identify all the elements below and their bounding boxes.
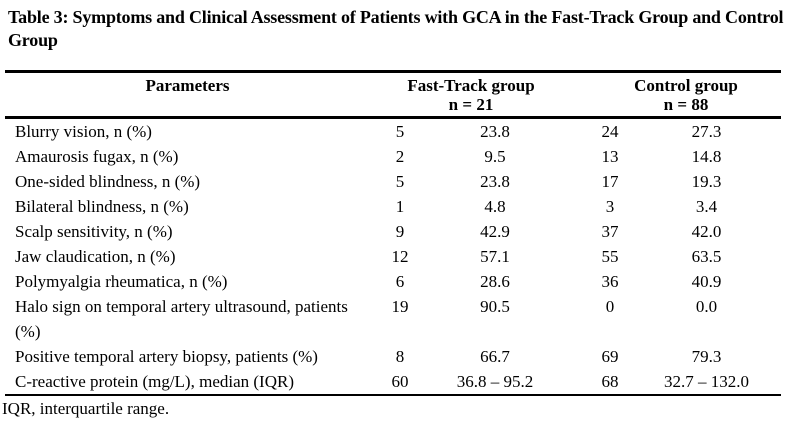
control-pct-value: 0.0 bbox=[695, 297, 718, 316]
control-n-value: 55 bbox=[601, 247, 619, 266]
fast-track-n-value: 60 bbox=[391, 372, 409, 391]
header-parameters: Parameters bbox=[5, 71, 370, 119]
control-n-value: 3 bbox=[605, 197, 615, 216]
fast-track-n-value: 8 bbox=[395, 347, 405, 366]
control-pct-value: 32.7 – 132.0 bbox=[664, 372, 749, 391]
table-footnote: IQR, interquartile range. bbox=[2, 399, 170, 418]
fast-track-n-value: 1 bbox=[395, 197, 405, 216]
table-header: Parameters Fast-Track group n = 21 Contr… bbox=[5, 71, 782, 119]
control-pct-value: 40.9 bbox=[691, 272, 722, 291]
table-header-row: Parameters Fast-Track group n = 21 Contr… bbox=[5, 71, 782, 119]
fast-track-n-value: 9 bbox=[395, 222, 405, 241]
control-n-value: 17 bbox=[601, 172, 619, 191]
control-pct-value: 79.3 bbox=[691, 347, 722, 366]
table-row: Bilateral blindness, n (%) 1 4.8 3 3.4 bbox=[5, 194, 781, 219]
control-n-value: 68 bbox=[601, 372, 619, 391]
fast-track-n-value: 2 bbox=[395, 147, 405, 166]
table-row: C-reactive protein (mg/L), median (IQR) … bbox=[5, 369, 781, 395]
fast-track-pct-value: 57.1 bbox=[480, 247, 510, 266]
control-pct-value: 14.8 bbox=[691, 147, 722, 166]
control-pct-value: 63.5 bbox=[691, 247, 722, 266]
control-pct-value: 19.3 bbox=[691, 172, 722, 191]
table-row: Scalp sensitivity, n (%) 9 42.9 37 42.0 bbox=[5, 219, 781, 244]
fast-track-pct-value: 9.5 bbox=[484, 147, 506, 166]
fast-track-group-n: n = 21 bbox=[448, 95, 494, 114]
fast-track-pct-value: 42.9 bbox=[480, 222, 510, 241]
fast-track-pct-value: 36.8 – 95.2 bbox=[456, 372, 534, 391]
parameter-label: Blurry vision, n (%) bbox=[15, 122, 152, 141]
parameter-label: Amaurosis fugax, n (%) bbox=[15, 147, 179, 166]
fast-track-n-value: 12 bbox=[391, 247, 409, 266]
fast-track-n-value: 6 bbox=[395, 272, 405, 291]
fast-track-n-value: 5 bbox=[395, 122, 405, 141]
parameter-label: One-sided blindness, n (%) bbox=[15, 172, 201, 191]
parameter-label: Bilateral blindness, n (%) bbox=[15, 197, 189, 216]
table-row: One-sided blindness, n (%) 5 23.8 17 19.… bbox=[5, 169, 781, 194]
header-fast-track-group: Fast-Track group n = 21 bbox=[370, 71, 560, 119]
table-title: Table 3: Symptoms and Clinical Assessmen… bbox=[8, 7, 784, 50]
table-row: Amaurosis fugax, n (%) 2 9.5 13 14.8 bbox=[5, 144, 781, 169]
fast-track-n-value: 5 bbox=[395, 172, 405, 191]
control-pct-value: 27.3 bbox=[691, 122, 722, 141]
control-n-value: 13 bbox=[601, 147, 619, 166]
fast-track-n-value: 19 bbox=[391, 297, 409, 316]
fast-track-pct-value: 28.6 bbox=[480, 272, 510, 291]
parameter-label: Halo sign on temporal artery ultrasound,… bbox=[15, 297, 348, 341]
control-n-value: 36 bbox=[601, 272, 619, 291]
parameter-label: Scalp sensitivity, n (%) bbox=[15, 222, 173, 241]
control-n-value: 69 bbox=[601, 347, 619, 366]
parameter-label: Positive temporal artery biopsy, patient… bbox=[15, 347, 318, 366]
table-row: Positive temporal artery biopsy, patient… bbox=[5, 344, 781, 369]
parameter-label: C-reactive protein (mg/L), median (IQR) bbox=[15, 372, 294, 391]
control-group-label: Control group bbox=[634, 76, 738, 95]
parameter-label: Polymyalgia rheumatica, n (%) bbox=[15, 272, 228, 291]
table-row: Blurry vision, n (%) 5 23.8 24 27.3 bbox=[5, 118, 781, 145]
control-pct-value: 3.4 bbox=[695, 197, 718, 216]
fast-track-pct-value: 66.7 bbox=[480, 347, 510, 366]
table-row: Halo sign on temporal artery ultrasound,… bbox=[5, 294, 781, 344]
fast-track-group-label: Fast-Track group bbox=[407, 76, 535, 95]
control-group-n: n = 88 bbox=[663, 95, 709, 114]
control-pct-value: 42.0 bbox=[691, 222, 722, 241]
header-control-group: Control group n = 88 bbox=[560, 71, 782, 119]
control-n-value: 24 bbox=[601, 122, 619, 141]
control-n-value: 37 bbox=[601, 222, 619, 241]
fast-track-pct-value: 23.8 bbox=[480, 122, 510, 141]
fast-track-pct-value: 23.8 bbox=[480, 172, 510, 191]
table-body: Blurry vision, n (%) 5 23.8 24 27.3 Amau… bbox=[5, 118, 781, 396]
fast-track-pct-value: 90.5 bbox=[480, 297, 510, 316]
table-row: Jaw claudication, n (%) 12 57.1 55 63.5 bbox=[5, 244, 781, 269]
parameter-label: Jaw claudication, n (%) bbox=[15, 247, 176, 266]
clinical-assessment-table: Parameters Fast-Track group n = 21 Contr… bbox=[5, 70, 782, 396]
control-n-value: 0 bbox=[605, 297, 615, 316]
fast-track-pct-value: 4.8 bbox=[484, 197, 506, 216]
table-row: Polymyalgia rheumatica, n (%) 6 28.6 36 … bbox=[5, 269, 781, 294]
